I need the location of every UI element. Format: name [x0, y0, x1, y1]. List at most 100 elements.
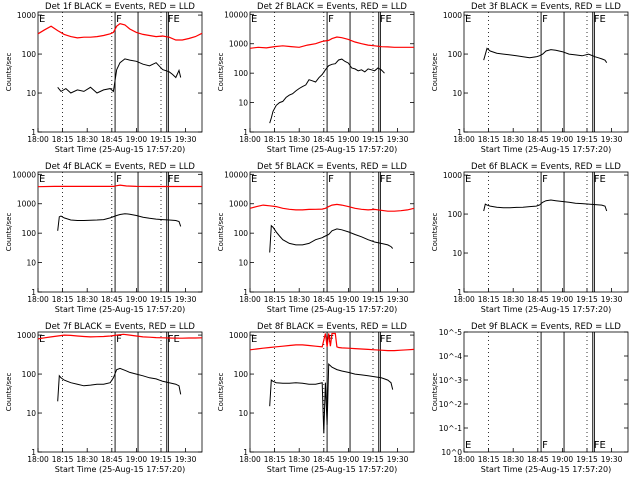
- y-tick-label: 10: [238, 259, 248, 268]
- x-tick-label: 18:15: [264, 455, 286, 464]
- marker-label: FE: [380, 14, 392, 25]
- events-series-line: [57, 213, 182, 231]
- y-tick-label: 1: [243, 448, 248, 457]
- x-tick-label: 19:15: [150, 455, 172, 464]
- x-tick-label: 18:15: [264, 135, 286, 144]
- y-tick-label: 10: [452, 249, 462, 258]
- lld-series-line: [37, 333, 203, 340]
- x-tick-label: 19:30: [601, 295, 623, 304]
- x-tick-label: 19:00: [338, 455, 360, 464]
- x-tick-label: 19:00: [338, 135, 360, 144]
- x-tick-label: 18:45: [527, 295, 549, 304]
- y-tick-label: 1000: [229, 40, 248, 49]
- y-tick-label: 100: [448, 210, 463, 219]
- y-axis-title: Counts/sec: [431, 213, 439, 252]
- y-tick-label: 1000: [17, 200, 36, 209]
- y-axis-title: Counts/sec: [5, 373, 13, 412]
- y-axis-title: Counts/sec: [217, 53, 225, 92]
- y-tick-label: 1: [457, 128, 462, 137]
- y-tick-label: 1: [31, 128, 36, 137]
- y-tick-label: 1: [457, 288, 462, 297]
- y-tick-label: 1: [31, 288, 36, 297]
- y-tick-label: 100: [22, 370, 37, 379]
- y-tick-label: 10^-5: [439, 328, 463, 337]
- x-tick-label: 18:15: [264, 295, 286, 304]
- x-axis-title: Start Time (25-Aug-15 17:57:20): [55, 145, 186, 154]
- y-axis-title: Counts/sec: [431, 53, 439, 92]
- lld-series-line: [249, 36, 414, 49]
- x-tick-label: 19:30: [175, 295, 197, 304]
- x-tick-label: 19:15: [362, 135, 384, 144]
- marker-label: FE: [594, 440, 606, 451]
- x-tick-label: 18:30: [76, 295, 98, 304]
- x-tick-label: 18:15: [478, 135, 500, 144]
- y-tick-label: 10^-2: [439, 400, 463, 409]
- y-tick-label: 1000: [229, 331, 248, 340]
- x-tick-label: 19:00: [338, 295, 360, 304]
- x-tick-label: 19:15: [576, 455, 598, 464]
- marker-label: E: [465, 14, 471, 25]
- plot-frame: [37, 171, 203, 293]
- x-tick-label: 18:45: [101, 455, 123, 464]
- y-tick-label: 1: [243, 128, 248, 137]
- plot-frame: [37, 11, 203, 133]
- events-series-line: [57, 58, 182, 94]
- x-tick-label: 19:30: [387, 295, 409, 304]
- x-tick-label: 18:15: [52, 295, 74, 304]
- events-series-line: [483, 47, 608, 63]
- plot-frame: [463, 331, 629, 453]
- marker-label: F: [328, 174, 334, 185]
- marker-label: E: [465, 174, 471, 185]
- y-tick-label: 100: [234, 370, 249, 379]
- marker-label: FE: [168, 174, 180, 185]
- plot-frame: [249, 11, 415, 133]
- marker-label: F: [116, 14, 122, 25]
- y-tick-label: 100: [234, 69, 249, 78]
- x-tick-label: 19:30: [601, 135, 623, 144]
- marker-label: E: [251, 174, 257, 185]
- y-tick-label: 100: [22, 50, 37, 59]
- marker-label: FE: [594, 174, 606, 185]
- x-tick-label: 18:45: [313, 295, 335, 304]
- x-tick-label: 18:00: [239, 455, 261, 464]
- x-tick-label: 18:00: [239, 135, 261, 144]
- marker-label: F: [542, 174, 548, 185]
- x-axis-title: Start Time (25-Aug-15 17:57:20): [481, 305, 612, 314]
- x-axis-title: Start Time (25-Aug-15 17:57:20): [481, 145, 612, 154]
- y-axis-title: Counts/sec: [217, 213, 225, 252]
- x-tick-label: 19:00: [552, 295, 574, 304]
- panel-title: Det 7f BLACK = Events, RED = LLD: [45, 322, 195, 332]
- x-tick-label: 18:00: [453, 135, 475, 144]
- x-tick-label: 19:30: [387, 455, 409, 464]
- x-axis-title: Start Time (25-Aug-15 17:57:20): [267, 145, 398, 154]
- x-tick-label: 18:45: [101, 135, 123, 144]
- x-tick-label: 18:00: [453, 455, 475, 464]
- x-tick-label: 18:00: [239, 295, 261, 304]
- panel-title: Det 8f BLACK = Events, RED = LLD: [257, 322, 407, 332]
- marker-label: E: [39, 174, 45, 185]
- y-tick-label: 1000: [229, 200, 248, 209]
- y-tick-label: 1000: [443, 171, 462, 180]
- x-tick-label: 18:45: [313, 455, 335, 464]
- marker-label: FE: [380, 334, 392, 345]
- marker-label: F: [328, 14, 334, 25]
- events-series-line: [269, 224, 394, 253]
- y-tick-label: 10000: [224, 10, 248, 19]
- x-tick-label: 19:00: [552, 455, 574, 464]
- marker-label: FE: [168, 334, 180, 345]
- marker-label: FE: [594, 14, 606, 25]
- x-axis-title: Start Time (25-Aug-15 17:57:20): [267, 305, 398, 314]
- y-tick-label: 10000: [12, 170, 36, 179]
- x-tick-label: 18:45: [101, 295, 123, 304]
- x-tick-label: 18:30: [76, 135, 98, 144]
- plot-frame: [463, 11, 629, 133]
- plot-frame: [463, 171, 629, 293]
- x-tick-label: 19:30: [175, 455, 197, 464]
- panel-title: Det 6f BLACK = Events, RED = LLD: [471, 162, 621, 172]
